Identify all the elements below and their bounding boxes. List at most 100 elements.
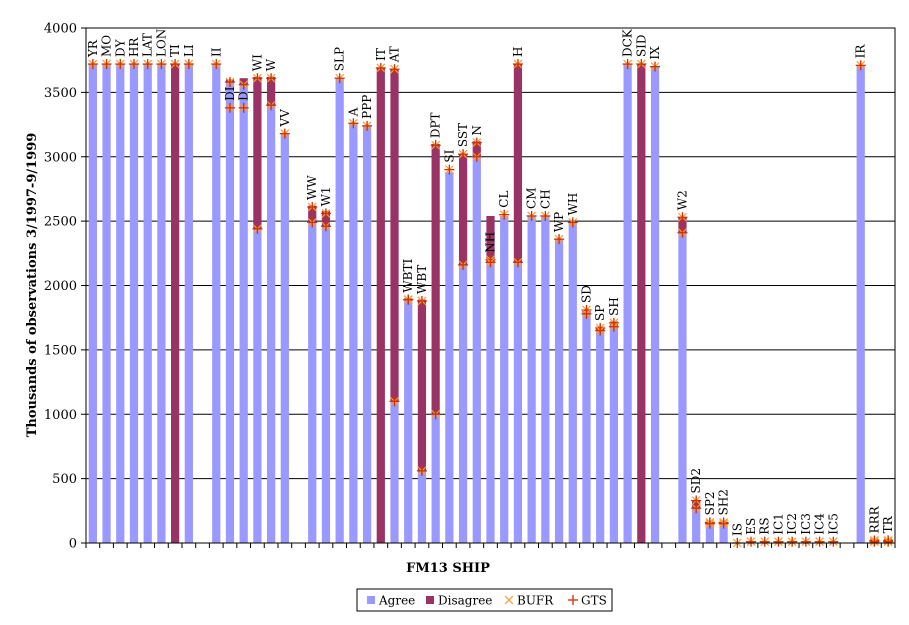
- bar-agree: [527, 215, 536, 543]
- bar-disagree: [321, 210, 331, 227]
- bar-label: SLP: [333, 47, 347, 71]
- bar-agree: [266, 105, 276, 543]
- bar-label: W: [264, 58, 278, 71]
- bar-label: D: [237, 91, 251, 101]
- bar-agree: [225, 82, 235, 543]
- bar-disagree: [637, 64, 646, 544]
- bar-label: IS: [730, 523, 744, 536]
- bar-agree: [500, 215, 509, 543]
- bar-labels: YR MO DY HR LAT LON TI LI II DI D WI W VV WW W1 SLP A PPP I…: [86, 28, 895, 536]
- bar-agree: [650, 66, 660, 543]
- bar-label: WW: [305, 175, 319, 200]
- bar-agree: [308, 222, 317, 543]
- bar-agree: [609, 326, 619, 543]
- y-tick-label: 3500: [44, 86, 77, 101]
- bar-agree: [582, 313, 591, 543]
- bar-agree: [596, 330, 605, 543]
- bar-disagree: [513, 64, 523, 263]
- bar-agree: [472, 156, 481, 543]
- bar-label: SI: [442, 149, 456, 162]
- bar-label: ES: [744, 518, 758, 535]
- bar-label: CH: [538, 189, 552, 209]
- plot-border: [85, 27, 896, 544]
- bar-label: RS: [758, 517, 772, 534]
- bar-agree: [253, 228, 262, 543]
- bar-agree: [321, 226, 331, 543]
- bar-agree: [445, 172, 454, 543]
- bar-label: SST: [456, 123, 470, 147]
- bar-agree: [157, 64, 166, 544]
- legend-box: [356, 588, 613, 612]
- x-axis-title: FM13 SHIP: [406, 561, 490, 576]
- legend-swatch-agree: [367, 596, 375, 604]
- bar-disagree: [266, 76, 276, 106]
- bar-agree: [678, 232, 687, 543]
- bar-agree: [554, 239, 564, 543]
- bar-label: SH2: [717, 489, 731, 515]
- y-tick-label: 3000: [44, 150, 77, 165]
- bar-disagree: [308, 205, 317, 223]
- axes: 0 500 1000 1500 2000 2500 3000 3500 4000: [44, 22, 896, 552]
- bar-label: DI: [223, 86, 237, 101]
- bars: [88, 64, 893, 544]
- bar-label: IC1: [771, 513, 785, 535]
- bar-agree: [212, 64, 221, 544]
- bar-label: SID: [634, 34, 648, 57]
- bar-disagree: [376, 67, 385, 543]
- bar-disagree: [431, 143, 440, 415]
- bar-agree: [349, 123, 358, 544]
- bar-label: WP: [552, 212, 566, 232]
- bar-agree: [143, 64, 152, 544]
- bar-agree: [116, 64, 125, 544]
- bar-label: VV: [278, 109, 292, 128]
- y-tick-label: 2500: [44, 215, 77, 230]
- bar-label: PPP: [360, 95, 374, 119]
- bar-agree: [705, 523, 715, 543]
- bar-label: TI: [168, 44, 182, 57]
- bar-disagree: [486, 215, 495, 263]
- bar-agree: [856, 65, 865, 544]
- bar-agree: [129, 64, 139, 544]
- bar-label: AT: [388, 46, 402, 63]
- bar-label: WI: [250, 54, 264, 71]
- bar-label: IC2: [785, 513, 799, 535]
- bar-label: MO: [100, 35, 114, 57]
- bar-label: H: [511, 47, 525, 57]
- legend-label-agree: Agree: [378, 594, 415, 608]
- bar-label: DY: [113, 38, 127, 57]
- bar-agree: [335, 78, 344, 544]
- bar-label: WBT: [415, 265, 429, 294]
- bar-agree: [692, 508, 701, 543]
- legend-swatch-bufr: [504, 595, 514, 605]
- bar-agree: [458, 264, 468, 543]
- bar-label: YR: [86, 39, 100, 58]
- legend: Agree Disagree BUFR GTS: [356, 588, 613, 612]
- bar-label: SD: [579, 285, 593, 303]
- bar-label: LON: [154, 29, 168, 57]
- legend-label-disagree: Disagree: [438, 594, 492, 608]
- bar-label: DCK: [621, 28, 635, 57]
- bar-label: IX: [648, 46, 662, 60]
- bar-disagree: [417, 299, 427, 471]
- bar-label: IT: [374, 48, 388, 61]
- y-tick-label: 1500: [44, 343, 77, 358]
- bar-label: W2: [675, 190, 689, 210]
- bar-label: SD2: [689, 468, 703, 493]
- bar-agree: [390, 401, 399, 543]
- bar-disagree: [171, 64, 180, 544]
- bar-disagree: [472, 141, 481, 157]
- bar-label: RRR: [867, 505, 881, 533]
- bar-label: II: [209, 47, 223, 57]
- legend-label-gts: GTS: [581, 594, 607, 608]
- bar-label: A: [346, 107, 360, 117]
- bar-disagree: [390, 69, 399, 402]
- bar-agree: [623, 64, 632, 544]
- bar-label: WBTI: [401, 259, 415, 293]
- bar-agree: [88, 64, 97, 544]
- y-axis-title: Thousands of observations 3/1997-9/1999: [25, 133, 40, 438]
- legend-swatch-disagree: [426, 596, 434, 604]
- bar-label: W1: [319, 186, 333, 206]
- bar-agree: [431, 414, 440, 543]
- y-tick-label: 1000: [44, 408, 77, 423]
- bar-agree: [280, 133, 289, 543]
